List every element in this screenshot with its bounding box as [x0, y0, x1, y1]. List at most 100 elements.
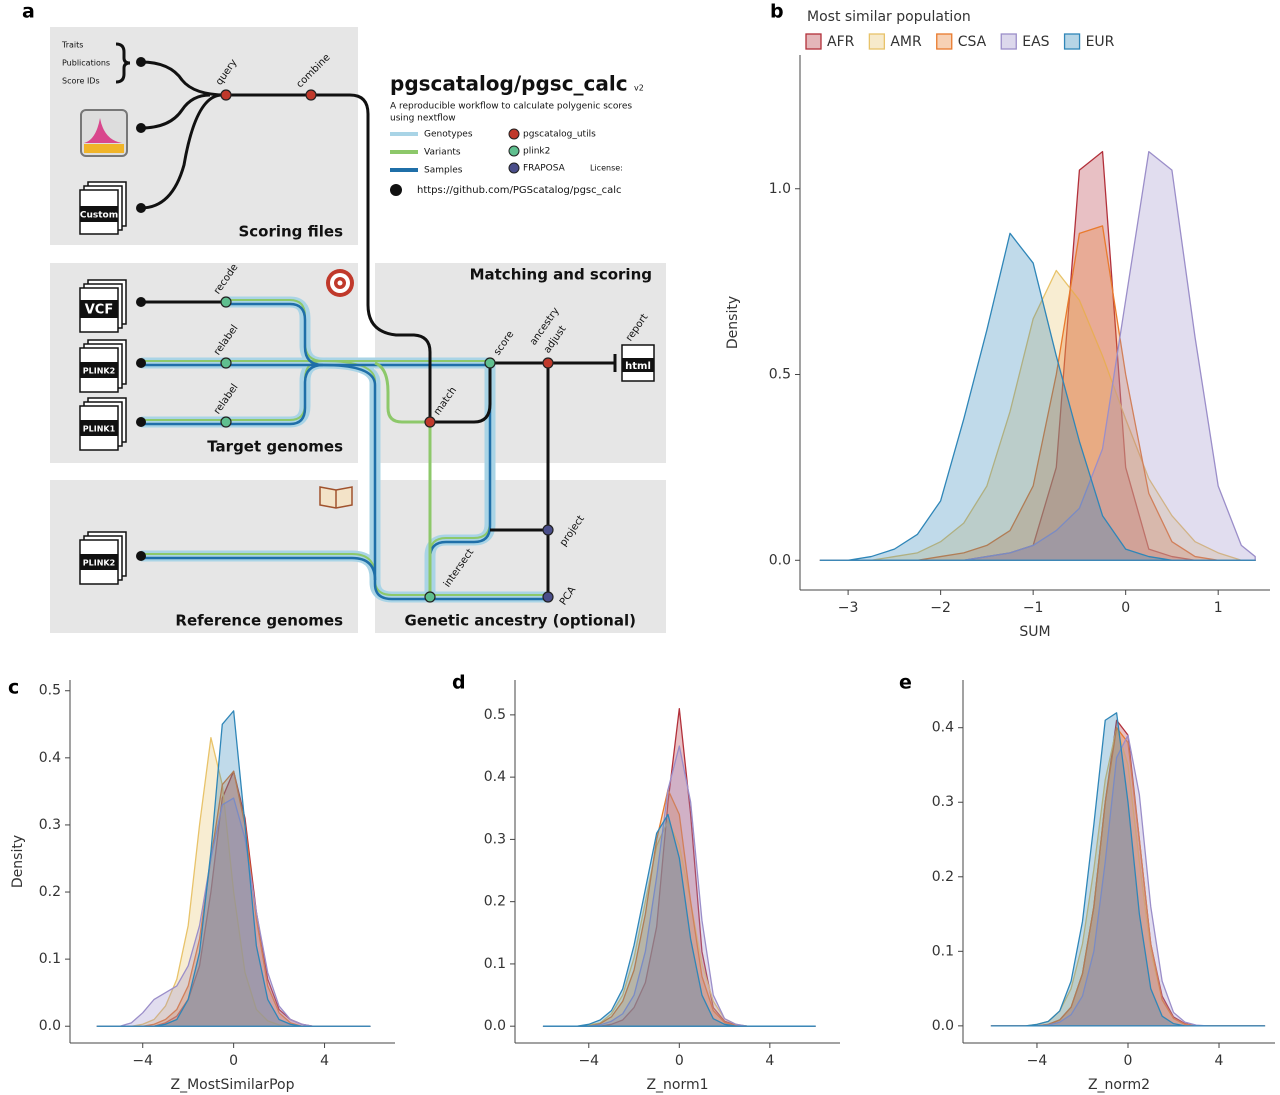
legend-swatch [508, 162, 520, 174]
box-title: Genetic ancestry (optional) [405, 612, 636, 630]
legend-label: Genotypes [424, 130, 473, 140]
legend-label: EUR [1086, 34, 1115, 50]
x-axis-label: Z_norm2 [1088, 1077, 1150, 1093]
x-tick-label: −4 [1027, 1053, 1048, 1069]
x-tick-label: −4 [132, 1053, 153, 1069]
icon-label: PLINK2 [83, 559, 115, 568]
y-tick-label: 0.3 [39, 817, 61, 833]
start-dots [136, 57, 146, 561]
y-axis-label: Density [725, 296, 741, 349]
y-tick-label: 0.5 [769, 367, 791, 383]
x-axis-label: Z_MostSimilarPop [171, 1077, 295, 1093]
y-tick-label: 0.5 [484, 707, 506, 723]
legend-label: EAS [1022, 34, 1049, 50]
box [375, 480, 666, 633]
box-title: Reference genomes [175, 612, 343, 630]
brace [115, 42, 131, 84]
panel-label: b [770, 1, 784, 23]
target-icon [326, 269, 354, 297]
y-tick-label: 0.1 [484, 956, 506, 972]
x-axis-label: Z_norm1 [646, 1077, 708, 1093]
y-tick-label: 0.1 [39, 951, 61, 967]
panel-label: a [22, 1, 35, 23]
y-tick-label: 0.3 [484, 831, 506, 847]
y-tick-label: 1.0 [769, 181, 791, 197]
x-tick-label: −4 [578, 1053, 599, 1069]
input-label: Traits [61, 41, 83, 50]
x-tick-label: 4 [320, 1053, 329, 1069]
y-tick-label: 0.1 [932, 943, 954, 959]
legend-swatch [508, 128, 520, 140]
legend-label: AMR [890, 34, 922, 50]
box-title: Matching and scoring [470, 266, 652, 284]
y-tick-label: 0.0 [769, 552, 791, 568]
legend-label: AFR [827, 34, 855, 50]
file-icons [79, 181, 655, 585]
y-tick-label: 0.2 [39, 884, 61, 900]
github-icon [390, 184, 402, 196]
density-area [96, 710, 371, 1027]
density-area [990, 712, 1266, 1027]
y-tick-label: 0.0 [39, 1018, 61, 1034]
icon-label: PLINK2 [83, 367, 115, 376]
x-tick-label: 0 [675, 1053, 684, 1069]
license: License: [590, 164, 623, 173]
y-tick-label: 0.2 [484, 894, 506, 910]
density-area [819, 269, 1256, 561]
x-tick-label: −2 [930, 600, 951, 616]
y-tick-label: 0.4 [39, 750, 61, 766]
x-tick-label: 1 [1214, 600, 1223, 616]
y-tick-label: 0.4 [484, 769, 506, 785]
x-axis-label: SUM [1019, 624, 1050, 640]
y-tick-label: 0.3 [932, 794, 954, 810]
x-tick-label: 0 [1121, 600, 1130, 616]
panel-label: e [899, 672, 912, 694]
distribution-icon [80, 109, 128, 157]
y-tick-label: 0.0 [932, 1018, 954, 1034]
density-area [819, 232, 1256, 561]
legend-label: FRAPOSA [523, 164, 566, 174]
x-tick-label: 4 [1215, 1053, 1224, 1069]
url: https://github.com/PGScatalog/pgsc_calc [417, 185, 622, 196]
legend-label: CSA [958, 34, 987, 50]
icon-label: PLINK1 [83, 425, 116, 434]
legend-swatch [936, 33, 953, 50]
strands [141, 60, 617, 599]
box-title: Target genomes [207, 438, 343, 456]
nodes [220, 89, 554, 603]
y-tick-label: 0.2 [932, 869, 954, 885]
input-label: Score IDs [62, 77, 100, 86]
legend-swatch [868, 33, 886, 50]
panel-a: a Scoring files Target genomes Matching … [22, 1, 666, 633]
y-tick-label: 0.0 [484, 1018, 506, 1034]
y-tick-label: 0.4 [932, 720, 954, 736]
x-tick-label: −3 [838, 600, 859, 616]
legend-label: Variants [424, 148, 461, 158]
description: A reproducible workflow to calculate pol… [390, 102, 632, 112]
x-tick-label: 0 [1124, 1053, 1133, 1069]
y-axis-label: Density [10, 835, 26, 888]
legend-label: pgscatalog_utils [523, 130, 596, 140]
y-tick-label: 0.5 [39, 683, 61, 699]
x-tick-label: 0 [229, 1053, 238, 1069]
input-label: Publications [62, 59, 110, 68]
legend-swatch [1000, 33, 1017, 50]
book-icon [319, 486, 353, 509]
workflow-title: pgscatalog/pgsc_calc [390, 72, 628, 96]
legend-title: Most similar population [807, 9, 971, 25]
legend-label: plink2 [523, 147, 550, 157]
icon-label: html [625, 361, 651, 372]
description: using nextflow [390, 114, 456, 124]
legend-swatch [1063, 33, 1081, 50]
box-title: Scoring files [238, 223, 343, 241]
panel-label: d [452, 672, 466, 694]
panel-label: c [8, 677, 19, 699]
workflow-version: v2 [634, 84, 644, 93]
density-area [542, 813, 816, 1027]
legend-swatch [508, 145, 520, 157]
x-tick-label: −1 [1023, 600, 1044, 616]
x-tick-label: 4 [765, 1053, 774, 1069]
icon-label: Custom [80, 211, 118, 221]
legend-label: Samples [424, 166, 463, 176]
legend-swatch [805, 33, 822, 50]
